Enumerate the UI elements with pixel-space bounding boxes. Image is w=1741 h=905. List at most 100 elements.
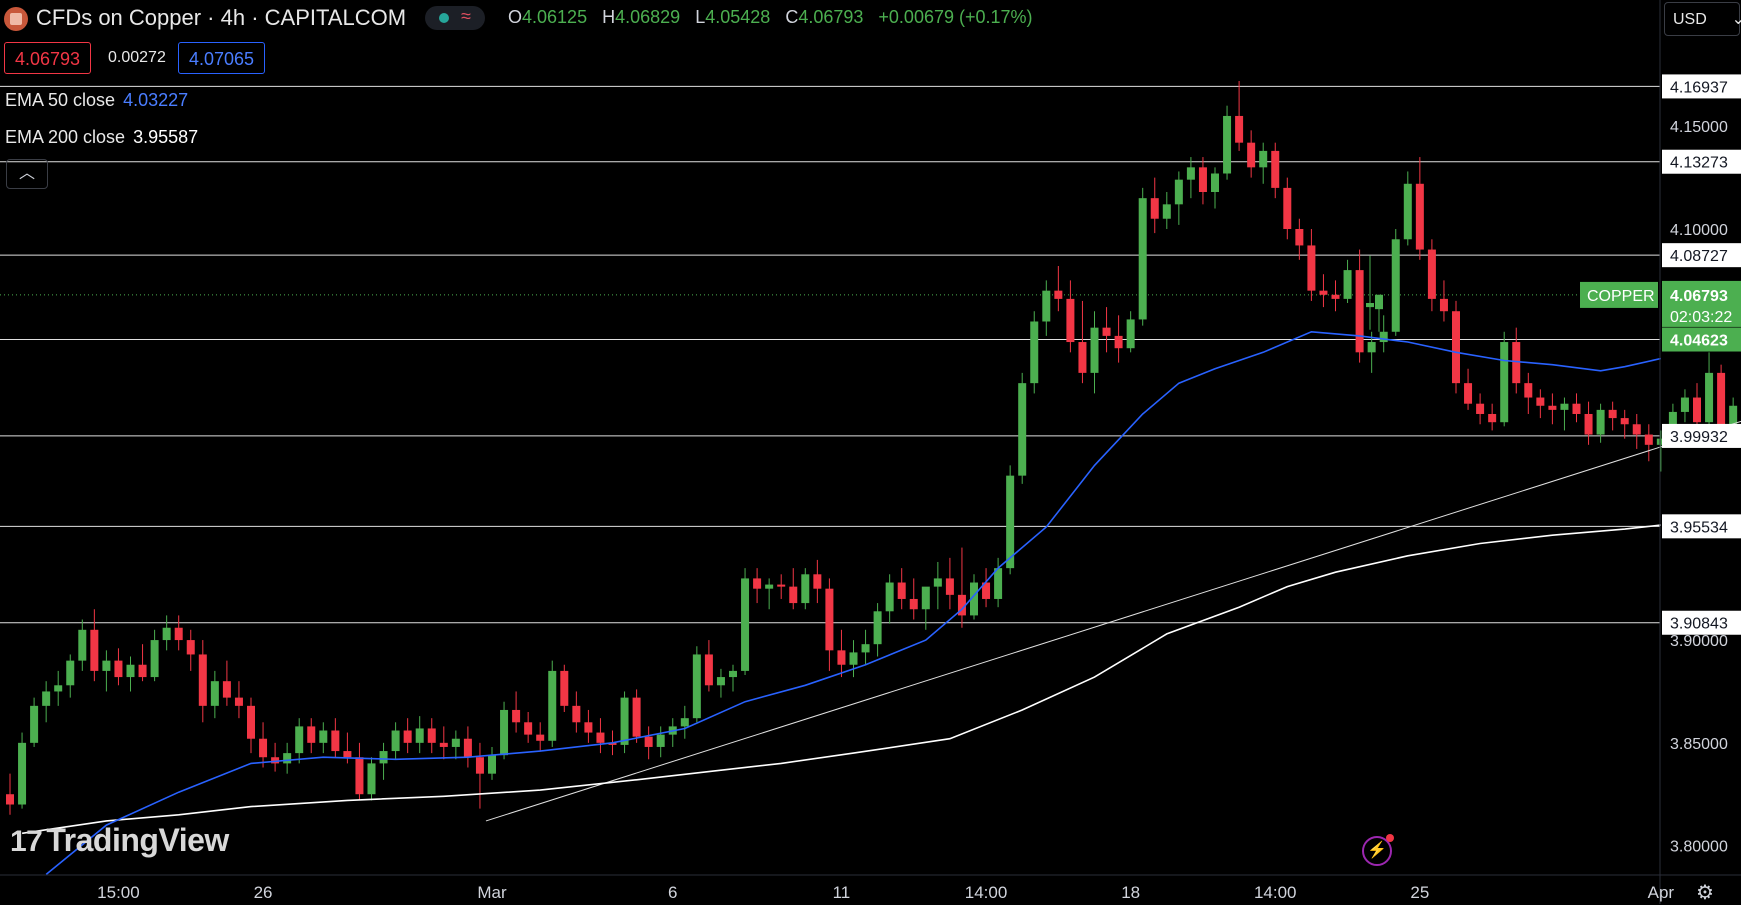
level-label-bg xyxy=(1662,327,1741,352)
candle-body xyxy=(138,664,147,678)
candle-body xyxy=(259,738,268,758)
candle-body xyxy=(90,629,99,671)
candle-body xyxy=(1259,150,1268,168)
candle-body xyxy=(1512,342,1521,384)
ema200-value: 3.95587 xyxy=(133,127,199,147)
level-label: 4.16937 xyxy=(1670,79,1728,96)
change-value: +0.00679 (+0.17%) xyxy=(878,7,1033,27)
candle-body xyxy=(114,660,123,678)
sell-price-button[interactable]: 4.06793 xyxy=(4,42,92,74)
collapse-legend-button[interactable]: ︿ xyxy=(6,159,48,189)
buy-price-button[interactable]: 4.07065 xyxy=(178,42,266,74)
settings-gear-icon[interactable]: ⚙ xyxy=(1696,882,1714,904)
candle-body xyxy=(933,578,942,587)
indicator-lines xyxy=(21,330,1741,876)
candle-body xyxy=(1620,418,1629,425)
candle-body xyxy=(1452,311,1460,384)
candle-body xyxy=(825,588,834,651)
chevron-up-icon: ︿ xyxy=(18,165,35,182)
candle-body xyxy=(210,681,219,706)
candle-body xyxy=(415,728,424,743)
candle-body xyxy=(1198,167,1207,193)
copper-symbol-icon[interactable] xyxy=(4,7,28,31)
symbol-label-bg xyxy=(1580,281,1658,308)
close-value: 4.06793 xyxy=(798,7,864,27)
candle-body xyxy=(1343,270,1352,299)
countdown-label: 02:03:22 xyxy=(1670,309,1732,326)
currency-selector[interactable]: USD ⌄ xyxy=(1664,2,1741,36)
low-value: 4.05428 xyxy=(705,7,771,27)
candle-body xyxy=(307,726,316,743)
candle-body xyxy=(1560,403,1569,410)
flash-icon[interactable]: ⚡ xyxy=(1362,834,1394,866)
candle-body xyxy=(1536,397,1545,406)
candle-body xyxy=(861,644,870,653)
ema50-label: EMA 50 close xyxy=(5,90,116,110)
candle-body xyxy=(1078,342,1087,373)
chart-title[interactable]: CFDs on Copper · 4h · CAPITALCOM xyxy=(36,5,407,30)
candle-body xyxy=(271,757,280,764)
horizontal-levels xyxy=(0,85,1660,624)
candle-body xyxy=(1729,405,1738,427)
time-tick-label: Mar xyxy=(477,883,507,902)
candle-body xyxy=(729,670,737,678)
candle-body xyxy=(367,763,376,795)
candle-body xyxy=(1375,294,1383,310)
price-tick-label: 4.15000 xyxy=(1670,119,1728,136)
high-value: 4.06829 xyxy=(615,7,681,27)
candle-body xyxy=(1464,383,1473,404)
candle-body xyxy=(921,586,930,610)
close-label: C xyxy=(785,7,799,27)
candle-body xyxy=(54,685,63,692)
level-label-bg xyxy=(1662,423,1741,448)
candle-body xyxy=(1030,321,1039,384)
chevron-down-icon: ⌄ xyxy=(1731,11,1741,28)
ema200-legend[interactable]: EMA 200 close 3.95587 xyxy=(5,127,198,148)
candle-body xyxy=(1488,413,1497,423)
candle-body xyxy=(560,670,569,706)
level-label: 4.08727 xyxy=(1670,248,1728,265)
candle-body xyxy=(897,582,906,599)
ema50-legend[interactable]: EMA 50 close 4.03227 xyxy=(5,90,188,111)
ema50-line xyxy=(45,330,1662,876)
time-tick-label: Apr xyxy=(1648,883,1675,902)
candle-body xyxy=(716,677,725,686)
candle-body xyxy=(813,574,822,589)
market-open-icon xyxy=(439,13,449,23)
candle-body xyxy=(1090,327,1099,373)
candle-body xyxy=(1271,150,1280,188)
candle-body xyxy=(1162,204,1171,219)
price-axis: 4.15000 4.10000 3.90000 3.85000 3.80000 4.169… xyxy=(1580,0,1741,904)
candle-body xyxy=(1006,475,1015,569)
level-label: 4.13273 xyxy=(1670,155,1728,172)
candle-body xyxy=(1174,179,1183,205)
candle-body xyxy=(102,660,111,671)
candle-body xyxy=(536,734,545,741)
candle-body xyxy=(1427,249,1436,299)
candle-body xyxy=(548,670,557,741)
candle-body xyxy=(1572,403,1581,414)
ohlc-readout: O4.06125 H4.06829 L4.05428 C4.06793 +0.0… xyxy=(508,7,1043,28)
candlesticks xyxy=(6,81,1738,815)
candle-body xyxy=(343,751,352,758)
time-tick-label: 14:00 xyxy=(1254,883,1297,902)
level-label: 4.04623 xyxy=(1670,333,1728,350)
candle-body xyxy=(6,794,14,805)
market-status-pill[interactable]: ≈ xyxy=(425,6,485,30)
candle-body xyxy=(945,578,954,595)
candle-body xyxy=(620,697,629,745)
candle-body xyxy=(1186,167,1195,180)
level-label: 3.90843 xyxy=(1670,616,1728,633)
candle-body xyxy=(222,681,231,698)
candle-body xyxy=(126,664,135,678)
candle-body xyxy=(1439,298,1448,312)
candle-body xyxy=(1500,342,1509,423)
candle-body xyxy=(500,709,509,756)
candle-body xyxy=(162,627,171,641)
candle-body xyxy=(1331,294,1340,299)
candle-body xyxy=(1018,383,1027,476)
ema200-label: EMA 200 close xyxy=(5,127,126,147)
time-tick-label: 26 xyxy=(254,883,273,902)
candle-body xyxy=(30,705,39,743)
